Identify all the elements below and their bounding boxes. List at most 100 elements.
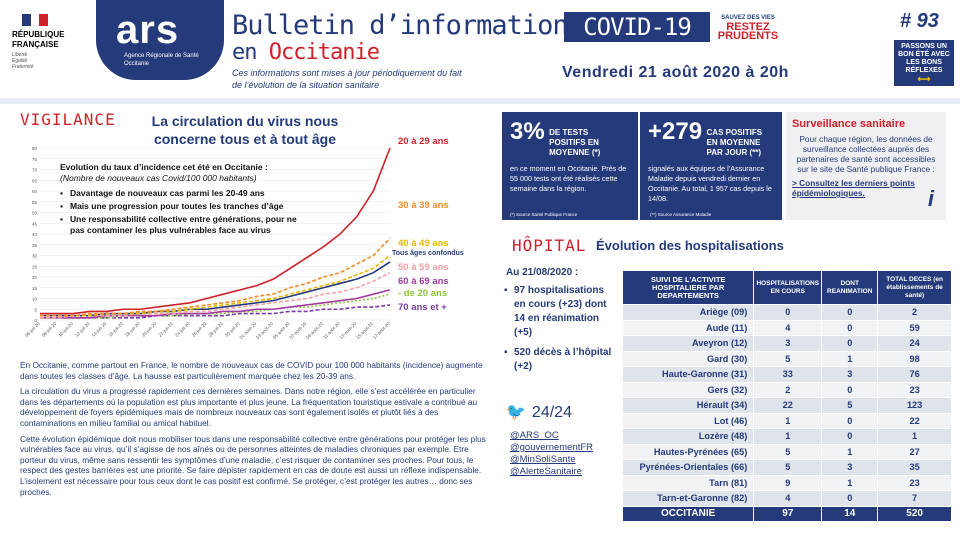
table-row: Aveyron (12) 3 0 24 — [621, 335, 952, 352]
table-cell: 27 — [877, 443, 952, 460]
issue-number: # 93 — [900, 10, 939, 32]
y-tick-label: 15 — [32, 286, 38, 291]
department-name: Tarn-et-Garonne (82) — [621, 490, 755, 507]
chart-note: Evolution du taux d’incidence cet été en… — [60, 162, 300, 238]
bulletin-title: Bulletin d’information — [232, 10, 569, 41]
header-department: SUIVI DE L’ACTIVITE HOSPITALIERE PAR DEP… — [621, 270, 755, 305]
series-line — [40, 304, 391, 319]
x-tick-label: 28-juil-20 — [207, 321, 224, 338]
table-cell: 0 — [821, 319, 879, 336]
total-label: OCCITANIE — [621, 505, 755, 522]
department-name: Aveyron (12) — [621, 335, 755, 352]
y-tick-label: 35 — [32, 243, 38, 248]
department-name: Ariège (09) — [621, 304, 755, 321]
table-cell: 24 — [877, 335, 952, 352]
table-cell: 1 — [753, 428, 823, 445]
table-cell: 22 — [877, 412, 952, 429]
source-1: (*) Source Santé Publique France — [510, 212, 578, 217]
body-text: En Occitanie, comme partout en France, l… — [20, 360, 490, 502]
department-name: Aude (11) — [621, 319, 755, 336]
vigilance-label: VIGILANCE — [20, 110, 116, 129]
table-cell: 0 — [821, 335, 879, 352]
surveillance-title: Surveillance sanitaire — [792, 118, 906, 130]
table-row: Hautes-Pyrénées (65) 5 1 27 — [621, 443, 952, 460]
rf-motto: Liberté Égalité Fraternité — [12, 52, 34, 70]
department-name: Haute-Garonne (31) — [621, 366, 755, 383]
positivity-text: en ce moment en Occitanie. Près de 55 00… — [510, 164, 627, 193]
table-cell: 0 — [821, 412, 879, 429]
total-cell: 520 — [877, 505, 952, 522]
republique-francaise-logo: RÉPUBLIQUE FRANÇAISE Liberté Égalité Frater… — [8, 10, 88, 80]
legend-50-59: 50 à 59 ans — [398, 262, 449, 273]
x-tick-label: 08-juil-20 — [41, 321, 58, 338]
legend-30-39: 30 à 39 ans — [398, 200, 449, 211]
y-tick-label: 65 — [32, 178, 38, 183]
incidence-chart: 0 5 10 15 20 25 30 35 40 45 50 55 60 65 70 75 80 06-juil-… — [24, 146, 391, 340]
positivity-label: DE TESTS POSITIFS EN MOYENNE (*) — [549, 128, 601, 157]
table-cell: 1 — [877, 428, 952, 445]
note-bullet: Une responsabilité collective entre géné… — [60, 214, 300, 236]
y-tick-label: 30 — [32, 254, 38, 259]
table-cell: 1 — [821, 350, 879, 367]
table-row: Tarn-et-Garonne (82) 4 0 7 — [621, 490, 952, 507]
legend-20-29: 20 à 29 ans — [398, 136, 449, 147]
positivity-value: 3% — [510, 118, 545, 145]
total-cell: 14 — [821, 505, 879, 522]
handle-link[interactable]: @AlerteSanitaire — [510, 466, 582, 477]
ars-name: ars — [116, 8, 180, 52]
y-tick-label: 45 — [32, 221, 38, 226]
legend-moins-20: - de 20 ans — [398, 288, 448, 299]
covid-label: COVID-19 — [564, 12, 710, 42]
table-cell: 0 — [753, 304, 823, 321]
table-cell: 1 — [753, 412, 823, 429]
hospital-bullet: 97 hospitalisations en cours (+23) dont … — [500, 284, 618, 340]
table-cell: 22 — [753, 397, 823, 414]
x-tick-label: 26-juil-20 — [191, 321, 208, 338]
y-tick-label: 50 — [32, 211, 38, 216]
header-divider — [0, 98, 960, 104]
table-cell: 5 — [753, 443, 823, 460]
table-cell: 23 — [877, 474, 952, 491]
handle-link[interactable]: @gouvernementFR — [510, 442, 594, 453]
header-deces: TOTAL DECES (en établissements de santé) — [877, 270, 952, 305]
daily-cases-label: CAS POSITIFS EN MOYENNE PAR JOUR (**) — [706, 128, 763, 157]
paragraph: La circulation du virus a progressé rapi… — [20, 386, 478, 428]
table-row: Haute-Garonne (31) 33 3 76 — [621, 366, 952, 383]
hospital-summary: Au 21/08/2020 : 97 hospitalisations en c… — [500, 266, 618, 380]
arrow-icon: ⟷ — [917, 74, 931, 84]
ars-logo: ars Agence Régionale de Santé Occitanie — [96, 0, 224, 80]
table-row: Ariège (09) 0 0 2 — [621, 304, 952, 321]
flag-icon — [22, 14, 49, 26]
table-cell: 4 — [753, 490, 823, 507]
department-name: Gers (32) — [621, 381, 755, 398]
y-tick-label: 10 — [32, 297, 38, 302]
y-tick-label: 0 — [34, 318, 37, 323]
x-tick-label: 06-juil-20 — [24, 321, 41, 338]
region-title: en Occitanie — [232, 40, 380, 65]
social-block: 🐦 24/24 — [506, 402, 572, 422]
handle-link[interactable]: @ARS_OC — [510, 430, 559, 441]
department-name: Hérault (34) — [621, 397, 755, 414]
y-tick-label: 75 — [32, 157, 38, 162]
legend-60-69: 60 à 69 ans — [398, 276, 449, 287]
table-cell: 2 — [877, 304, 952, 321]
table-row: Gard (30) 5 1 98 — [621, 350, 952, 367]
header-hospitalisations: HOSPITALISATIONS EN COURS — [753, 270, 823, 305]
x-tick-label: 10-juil-20 — [57, 321, 74, 338]
positivity-box: 3% DE TESTS POSITIFS EN MOYENNE (*) en c… — [502, 112, 638, 220]
total-cell: 97 — [753, 505, 823, 522]
vigilance-title: La circulation du virus nous concerne to… — [151, 113, 339, 147]
surveillance-link[interactable]: > Consultez les derniers points épidémio… — [792, 178, 915, 198]
y-tick-label: 25 — [32, 264, 38, 269]
handle-link[interactable]: @MinSoliSante — [510, 454, 576, 465]
x-tick-label: 12-juil-20 — [74, 321, 91, 338]
table-cell: 3 — [821, 366, 879, 383]
table-cell: 9 — [753, 474, 823, 491]
y-tick-label: 60 — [32, 189, 38, 194]
table-cell: 0 — [821, 304, 879, 321]
table-cell: 3 — [753, 335, 823, 352]
twitter-icon: 🐦 — [506, 404, 526, 421]
table-row: Lot (46) 1 0 22 — [621, 412, 952, 429]
y-tick-label: 5 — [34, 307, 37, 312]
x-tick-label: 18-juil-20 — [124, 321, 141, 338]
